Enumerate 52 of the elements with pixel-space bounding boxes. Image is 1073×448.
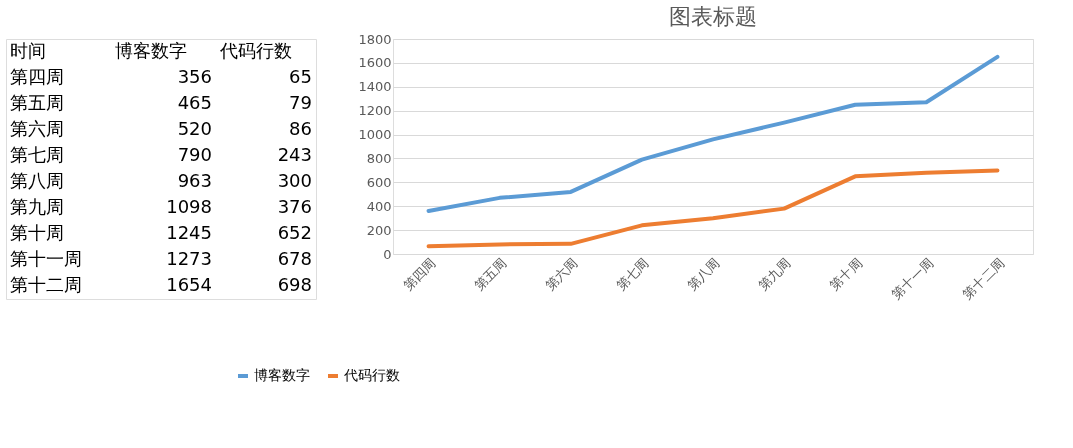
data-label: 698 (277, 274, 312, 295)
data-label: 243 (277, 144, 312, 165)
y-tick-label: 1600 (358, 55, 392, 71)
y-tick-label: 400 (366, 198, 392, 214)
y-tick-label: 1000 (358, 127, 392, 143)
legend-label: 博客数字 (254, 367, 310, 383)
x-tick-label: 第十二周 (959, 255, 1008, 303)
x-tick-label: 第四周 (400, 255, 439, 294)
x-tick-label: 第七周 (613, 255, 652, 294)
category-label: 第六周 (10, 118, 64, 139)
y-tick-label: 600 (366, 174, 392, 190)
x-tick-label: 第十一周 (888, 255, 937, 303)
data-label: 65 (289, 66, 312, 87)
data-label: 465 (177, 92, 212, 113)
y-tick-label: 1400 (358, 79, 392, 95)
x-tick-label: 第十周 (826, 255, 865, 294)
data-label: 1245 (166, 222, 212, 243)
y-tick-label: 1800 (358, 31, 392, 47)
data-label: 356 (177, 66, 212, 87)
data-label: 1273 (166, 248, 212, 269)
data-label: 652 (277, 222, 312, 243)
data-label: 79 (289, 92, 312, 113)
text: 代码行数 (219, 40, 292, 61)
x-tick-label: 第九周 (755, 255, 794, 294)
data-label: 300 (277, 170, 312, 191)
x-tick-label: 第八周 (684, 255, 723, 294)
text: 博客数字 (115, 40, 187, 61)
category-label: 第五周 (10, 92, 64, 113)
data-label: 1654 (166, 274, 212, 295)
x-tick-label: 第六周 (542, 255, 581, 294)
x-tick-label: 第五周 (471, 255, 510, 294)
category-label: 第四周 (10, 66, 64, 87)
legend-label: 代码行数 (343, 367, 400, 383)
y-tick-label: 1200 (358, 103, 392, 119)
line-series (426, 168, 1000, 249)
category-label: 第八周 (10, 170, 64, 191)
chart-title: 图表标题 (669, 4, 757, 29)
data-label: 678 (277, 248, 312, 269)
line-series (426, 54, 1000, 213)
text: 时间 (10, 40, 46, 61)
data-label: 376 (277, 196, 312, 217)
data-label: 1098 (166, 196, 212, 217)
category-label: 第十周 (10, 222, 64, 243)
data-label: 86 (289, 118, 312, 139)
y-tick-label: 0 (383, 246, 392, 262)
category-label: 第九周 (10, 196, 64, 217)
data-label: 963 (177, 170, 212, 191)
data-label: 790 (177, 144, 212, 165)
y-tick-label: 800 (366, 150, 392, 166)
y-tick-label: 200 (366, 222, 392, 238)
category-label: 第七周 (10, 144, 64, 165)
data-label: 520 (177, 118, 212, 139)
